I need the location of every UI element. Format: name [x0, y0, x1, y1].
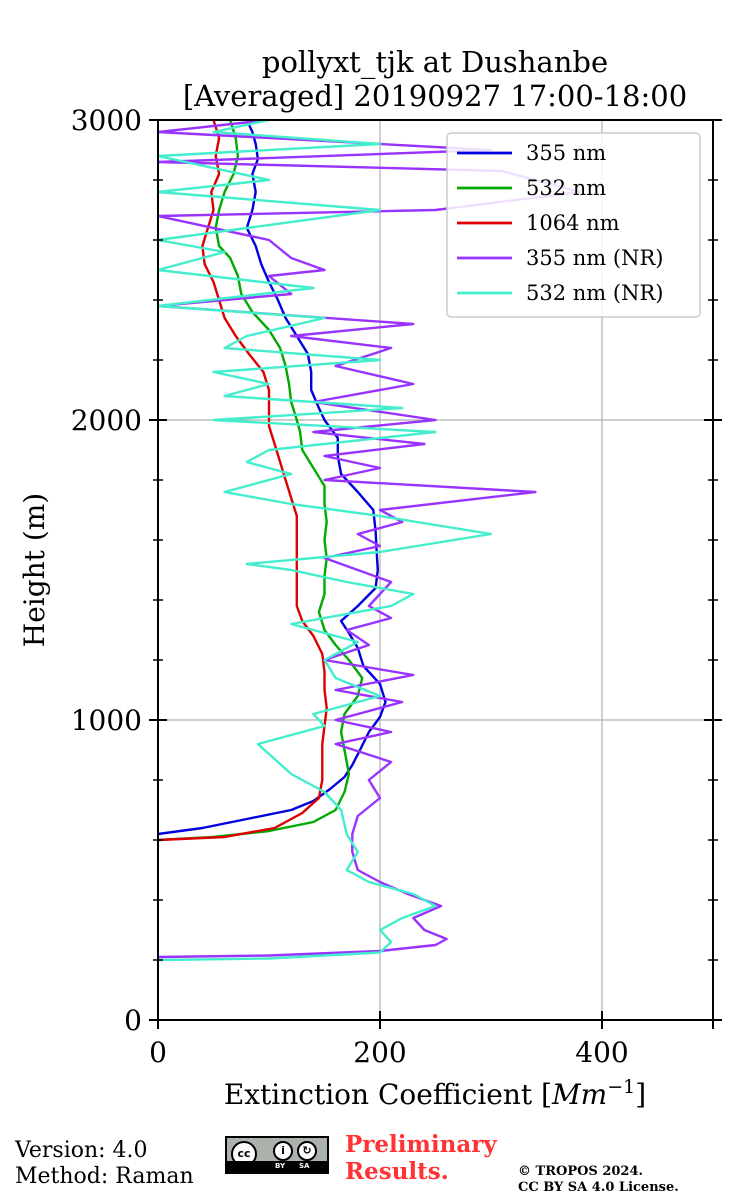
plot-frame: [157, 119, 714, 1021]
legend-label-0: 355 nm: [526, 141, 606, 165]
legend: 355 nm 532 nm 1064 nm 355 nm (NR) 532 nm (NR…: [446, 132, 701, 318]
legend-frame: [446, 132, 701, 318]
y-axis-label: Height (m): [18, 493, 51, 647]
share-alike-icon: ↻: [297, 1141, 317, 1161]
copyright-notice: © TROPOS 2024. CC BY SA 4.0 License.: [518, 1164, 679, 1196]
series-line-0: [158, 120, 387, 836]
series-group: [158, 120, 581, 962]
x-axis-label-text: Extinction Coefficient: [224, 1078, 533, 1111]
extinction-chart: pollyxt_tjk at Dushanbe [Averaged] 20190…: [18, 45, 722, 1111]
chart-subtitle: [Averaged] 20190927 17:00-18:00: [183, 79, 687, 113]
axis-ticks: [149, 119, 722, 1029]
copyright-line-2: CC BY SA 4.0 License.: [518, 1180, 679, 1195]
cc-sa-text: SA: [299, 1162, 310, 1170]
y-tick-label-0: 0: [124, 1004, 142, 1037]
tick-labels: 0 200 400 0 1000 2000 3000: [71, 104, 629, 1069]
preliminary-line-1: Preliminary: [345, 1131, 497, 1158]
legend-label-2: 1064 nm: [526, 211, 620, 235]
copyright-line-1: © TROPOS 2024.: [518, 1164, 644, 1179]
legend-label-3: 355 nm (NR): [526, 246, 663, 270]
x-axis-unit: Mm: [551, 1078, 607, 1111]
series-line-4: [158, 120, 493, 962]
cc-license-badge: cc i ↻ BY SA: [225, 1136, 329, 1174]
y-tick-label-2000: 2000: [71, 404, 142, 437]
y-tick-label-3000: 3000: [71, 104, 142, 137]
method-text: Method: Raman: [15, 1164, 194, 1189]
footer-info: Version: 4.0 Method: Raman: [15, 1138, 194, 1190]
preliminary-line-2: Results.: [345, 1158, 449, 1185]
y-tick-label-1000: 1000: [71, 704, 142, 737]
preliminary-results-notice: Preliminary Results.: [345, 1131, 497, 1185]
x-tick-label-0: 0: [149, 1036, 167, 1069]
series-line-2: [158, 120, 328, 842]
version-text: Version: 4.0: [15, 1138, 148, 1163]
cc-badge-bar: [227, 1161, 327, 1172]
legend-label-4: 532 nm (NR): [526, 281, 663, 305]
x-axis-label: Extinction Coefficient [Mm−1]: [224, 1076, 646, 1111]
by-attribution-icon: i: [273, 1141, 293, 1161]
x-tick-label-200: 200: [353, 1036, 406, 1069]
x-axis-unit-exponent: −1: [607, 1076, 635, 1098]
x-tick-label-400: 400: [575, 1036, 628, 1069]
legend-label-1: 532 nm: [526, 176, 606, 200]
chart-title: pollyxt_tjk at Dushanbe: [262, 45, 608, 80]
cc-by-text: BY: [275, 1162, 286, 1170]
